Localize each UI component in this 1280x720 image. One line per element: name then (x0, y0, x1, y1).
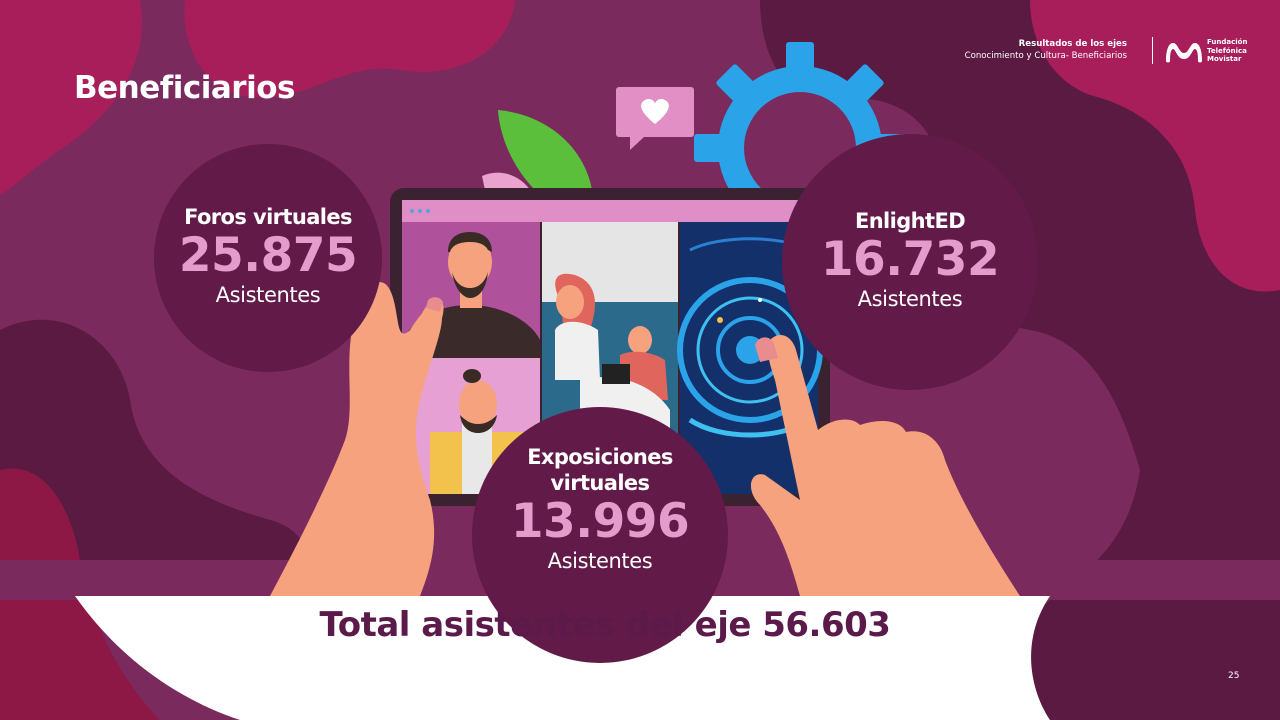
stat-label: EnlightED (854, 209, 966, 233)
brand-line-2: Telefónica (1207, 46, 1247, 55)
brand-line-1: Fundación (1207, 38, 1248, 46)
enlighted-circle (782, 134, 1038, 390)
header-divider (1152, 37, 1153, 64)
stat-value: 13.996 (510, 494, 690, 549)
stat-value: 25.875 (178, 228, 358, 283)
brand-line-3: Movistar (1207, 55, 1242, 63)
heart-speech-icon (616, 87, 694, 150)
page-title: Beneficiarios (74, 70, 295, 106)
stat-label-line-2: virtuales (550, 471, 651, 495)
movistar-logo-icon (1166, 43, 1202, 63)
header-line-2: Conocimiento y Cultura- Beneficiarios (964, 51, 1127, 61)
hands-illustration (270, 282, 1020, 596)
brand-name: Fundación Telefónica Movistar (1207, 38, 1247, 64)
stat-label-line-1: Exposiciones (527, 445, 673, 469)
header-line-1: Resultados de los ejes (1018, 39, 1127, 49)
exposiciones-circle (472, 407, 728, 663)
page-number: 25 (1228, 671, 1240, 681)
stat-label: Foros virtuales (184, 205, 352, 229)
header-caption: Resultados de los ejes Conocimiento y Cu… (965, 38, 1127, 62)
leaf-icon (498, 110, 592, 190)
stat-unit: Asistentes (547, 549, 653, 573)
foros-circle (154, 144, 382, 372)
stat-enlighted: EnlightED 16.732 Asistentes (800, 208, 1020, 312)
stat-unit: Asistentes (215, 283, 321, 307)
stat-value: 16.732 (820, 232, 1000, 287)
stat-exposiciones-virtuales: Exposiciones virtuales 13.996 Asistentes (490, 444, 710, 574)
stat-unit: Asistentes (857, 287, 963, 311)
stat-foros-virtuales: Foros virtuales 25.875 Asistentes (164, 204, 372, 308)
total-attendees: Total asistentes del eje 56.603 (319, 605, 891, 645)
